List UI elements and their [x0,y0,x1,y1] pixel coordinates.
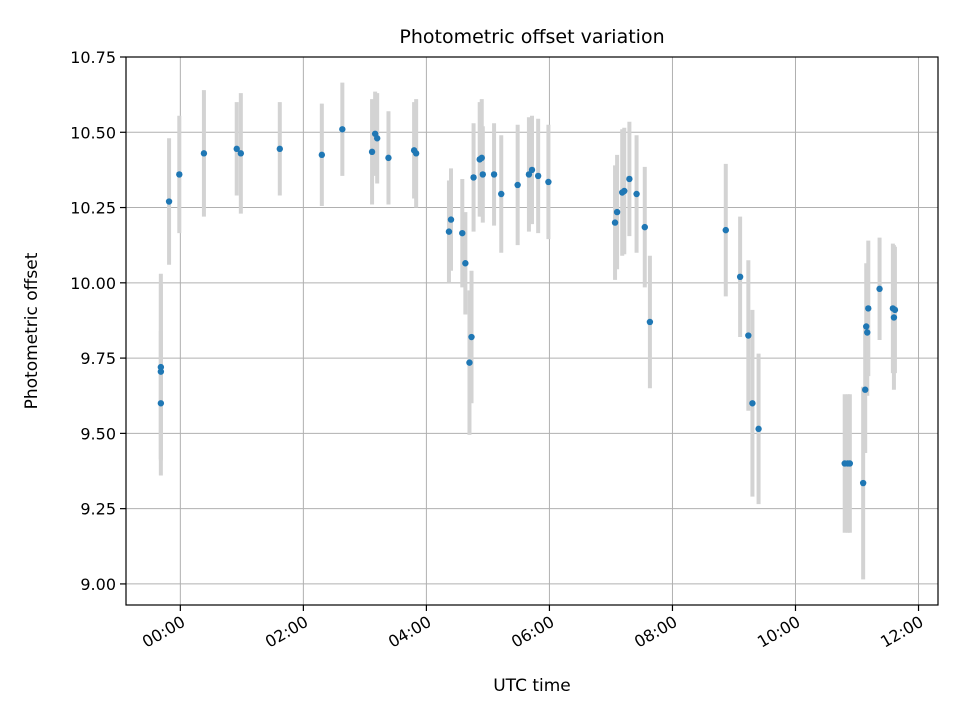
x-axis-label: UTC time [493,676,571,696]
errorbars [158,82,897,580]
x-tick-label: 10:00 [754,612,803,652]
data-point [200,150,208,157]
data-point [368,148,376,156]
data-point [237,150,245,157]
data-point [165,198,173,205]
data-point [318,151,326,159]
y-tick-label: 9.50 [80,424,116,443]
data-point [641,223,648,231]
data-point [545,178,552,186]
x-tick-label: 08:00 [631,612,680,652]
plot-area-frame [125,56,939,606]
x-tick-label: 04:00 [385,612,434,652]
data-point [445,228,453,235]
data-point [478,154,485,162]
data-point [864,329,871,336]
y-tick-label: 10.00 [70,274,116,293]
data-point [514,181,521,189]
data-point [412,150,420,157]
data-point [846,460,854,467]
data-point [859,479,867,487]
x-tick-label: 12:00 [877,612,926,652]
data-point [462,260,469,267]
y-tick-label: 10.75 [70,48,116,67]
data-point [621,187,628,195]
data-point [447,216,455,223]
x-tick-label: 06:00 [508,612,557,652]
data-point [157,400,165,407]
data-point [862,386,869,393]
data-point [339,126,346,133]
data-point [755,425,762,433]
data-point [626,175,633,183]
data-point [468,333,475,341]
x-tick-label: 02:00 [262,612,311,652]
data-point [157,363,165,371]
data-point [498,190,505,198]
chart-title: Photometric offset variation [399,26,664,48]
y-tick-label: 9.00 [80,575,116,594]
data-point [633,190,640,198]
data-point [534,172,542,180]
y-axis-label: Photometric offset [22,252,42,409]
data-point [373,135,381,142]
y-tick-label: 10.25 [70,199,116,218]
data-point [749,400,756,407]
data-point [646,318,654,326]
ticks: 00:00 02:00 04:00 06:00 08:00 10:00 12:00 9.00 9… [70,48,926,652]
data-point [863,323,870,330]
data-point [176,171,183,178]
data-point [865,305,872,312]
data-point [890,314,898,321]
data-point [479,171,486,178]
data-point [722,226,729,234]
data-point [276,145,283,153]
data-point [891,306,899,314]
data-point [233,145,240,153]
data-point [385,154,392,162]
data-point [876,285,883,293]
data-point [466,359,473,366]
data-point [613,208,621,216]
y-tick-label: 9.75 [80,349,116,368]
data-point [490,171,498,178]
data-point [611,219,619,226]
data-point [745,332,752,339]
y-tick-label: 9.25 [80,500,116,519]
x-tick-label: 00:00 [139,612,188,652]
data-point [528,166,536,174]
data-point [470,174,477,181]
data-point [459,229,466,237]
data-points [157,126,899,487]
y-tick-label: 10.50 [70,123,116,142]
data-point [736,273,744,281]
data-point [157,368,165,375]
data-point [525,171,533,178]
